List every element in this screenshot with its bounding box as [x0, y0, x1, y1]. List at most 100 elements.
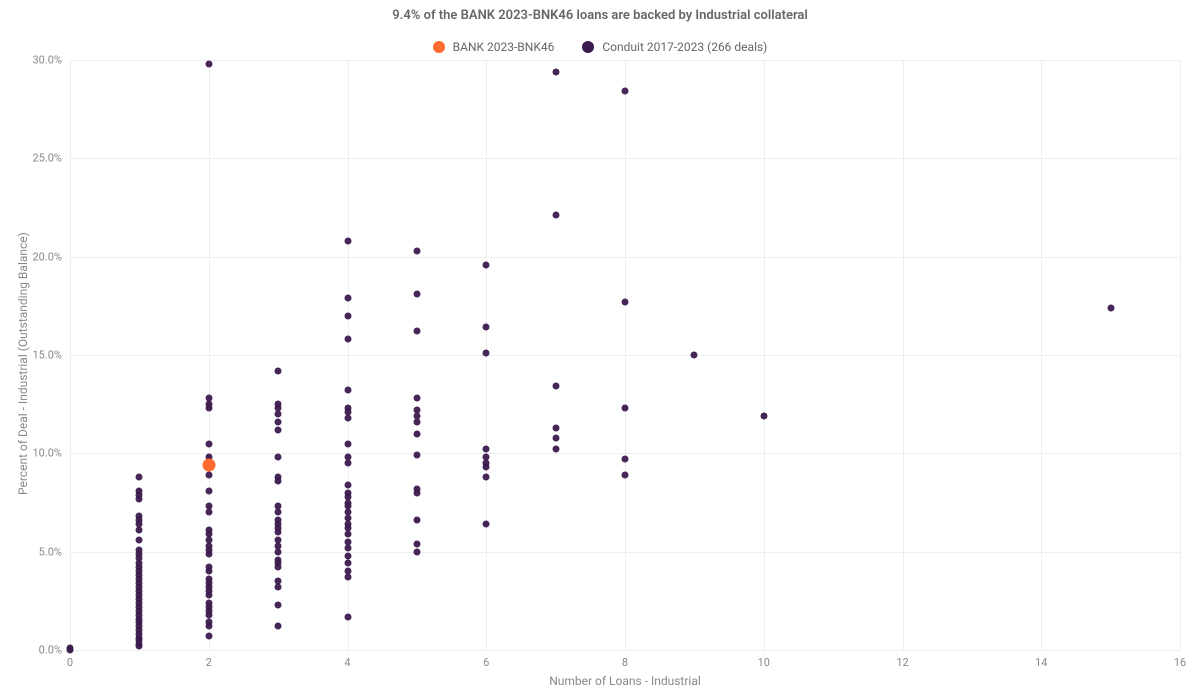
- data-point: [275, 473, 282, 480]
- data-point: [205, 576, 212, 583]
- data-point: [205, 503, 212, 510]
- data-point: [622, 471, 629, 478]
- data-point: [205, 471, 212, 478]
- data-point: [1107, 304, 1114, 311]
- data-point: [205, 60, 212, 67]
- data-point: [344, 440, 351, 447]
- data-point: [205, 619, 212, 626]
- data-point: [136, 487, 143, 494]
- data-point: [205, 564, 212, 571]
- x-tick-label: 12: [896, 656, 908, 669]
- x-gridline: [1180, 60, 1181, 650]
- data-point: [413, 485, 420, 492]
- y-gridline: [70, 650, 1180, 651]
- data-point: [483, 454, 490, 461]
- data-point: [344, 336, 351, 343]
- y-tick-label: 20.0%: [32, 250, 62, 263]
- data-point: [622, 298, 629, 305]
- data-point: [552, 212, 559, 219]
- data-point: [136, 473, 143, 480]
- data-point: [344, 294, 351, 301]
- y-gridline: [70, 158, 1180, 159]
- data-point: [205, 487, 212, 494]
- legend-label: Conduit 2017-2023 (266 deals): [602, 40, 767, 54]
- data-point: [344, 312, 351, 319]
- data-point: [275, 623, 282, 630]
- data-point: [413, 548, 420, 555]
- x-tick-label: 6: [483, 656, 489, 669]
- x-tick-label: 16: [1174, 656, 1186, 669]
- data-point: [552, 434, 559, 441]
- data-point: [483, 521, 490, 528]
- y-gridline: [70, 453, 1180, 454]
- x-tick-label: 2: [206, 656, 212, 669]
- x-tick-label: 8: [622, 656, 628, 669]
- data-point: [344, 481, 351, 488]
- data-point: [344, 552, 351, 559]
- y-gridline: [70, 60, 1180, 61]
- x-tick-label: 0: [67, 656, 73, 669]
- data-point: [344, 489, 351, 496]
- data-point: [413, 517, 420, 524]
- legend-label: BANK 2023-BNK46: [453, 40, 555, 54]
- data-point: [552, 446, 559, 453]
- y-tick-label: 0.0%: [39, 644, 62, 657]
- data-point: [483, 261, 490, 268]
- data-point: [413, 328, 420, 335]
- x-tick-label: 14: [1035, 656, 1047, 669]
- data-point: [413, 452, 420, 459]
- data-point: [622, 456, 629, 463]
- data-point: [136, 546, 143, 553]
- data-point: [760, 412, 767, 419]
- data-point: [205, 633, 212, 640]
- data-point: [275, 401, 282, 408]
- data-point: [275, 601, 282, 608]
- data-point: [136, 536, 143, 543]
- data-point: [205, 395, 212, 402]
- data-point: [622, 88, 629, 95]
- data-point: [275, 367, 282, 374]
- y-tick-label: 10.0%: [32, 447, 62, 460]
- data-point: [275, 556, 282, 563]
- data-point: [622, 405, 629, 412]
- data-point: [483, 473, 490, 480]
- data-point: [344, 387, 351, 394]
- data-point: [275, 578, 282, 585]
- legend-item-highlight: BANK 2023-BNK46: [433, 40, 555, 54]
- data-point: [413, 407, 420, 414]
- data-point: [483, 446, 490, 453]
- y-tick-label: 15.0%: [32, 349, 62, 362]
- data-point: [691, 352, 698, 359]
- x-tick-label: 10: [758, 656, 770, 669]
- data-point: [202, 459, 215, 472]
- y-tick-label: 25.0%: [32, 152, 62, 165]
- data-point: [275, 517, 282, 524]
- data-point: [552, 68, 559, 75]
- legend-swatch: [433, 41, 445, 53]
- y-gridline: [70, 552, 1180, 553]
- data-point: [67, 645, 74, 652]
- data-point: [205, 599, 212, 606]
- data-point: [344, 613, 351, 620]
- data-point: [344, 454, 351, 461]
- y-gridline: [70, 257, 1180, 258]
- data-point: [205, 527, 212, 534]
- data-point: [413, 247, 420, 254]
- data-point: [413, 291, 420, 298]
- scatter-chart: 9.4% of the BANK 2023-BNK46 loans are ba…: [0, 0, 1200, 700]
- data-point: [205, 440, 212, 447]
- data-point: [275, 503, 282, 510]
- data-point: [413, 430, 420, 437]
- y-tick-label: 30.0%: [32, 54, 62, 67]
- data-point: [344, 560, 351, 567]
- data-point: [483, 324, 490, 331]
- data-point: [275, 426, 282, 433]
- chart-title: 9.4% of the BANK 2023-BNK46 loans are ba…: [0, 8, 1200, 23]
- x-tick-label: 4: [344, 656, 350, 669]
- data-point: [344, 237, 351, 244]
- data-point: [136, 513, 143, 520]
- y-gridline: [70, 355, 1180, 356]
- y-tick-label: 5.0%: [39, 545, 62, 558]
- data-point: [344, 405, 351, 412]
- data-point: [275, 454, 282, 461]
